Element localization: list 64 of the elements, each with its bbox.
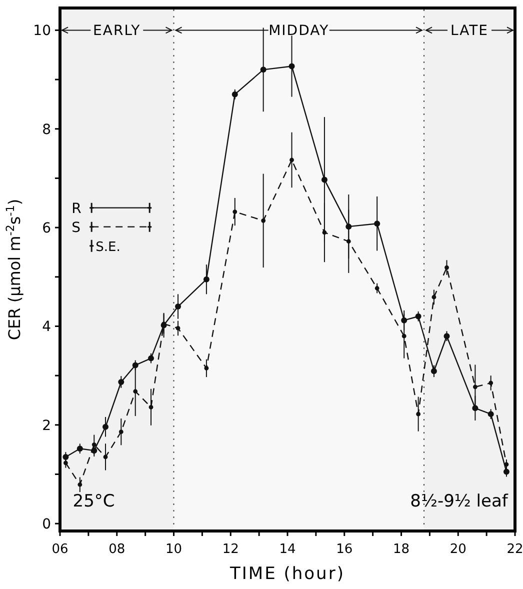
x-tick-label: 08 [108, 542, 126, 557]
point [432, 294, 436, 300]
point [148, 404, 154, 410]
x-axis-title: TIME (hour) [229, 564, 345, 584]
band-label: LATE [450, 23, 489, 40]
y-tick-label: 8 [42, 122, 51, 138]
point [175, 304, 182, 310]
y-tick-label: 2 [42, 418, 51, 434]
point [430, 368, 437, 374]
point [133, 389, 138, 394]
point [288, 63, 295, 70]
x-tick-label: 20 [450, 542, 466, 557]
point [203, 276, 210, 282]
x-tick-label: 06 [52, 542, 68, 557]
point [488, 380, 494, 386]
x-tick-label: 18 [392, 542, 410, 557]
point [346, 239, 351, 244]
point [322, 230, 327, 235]
point [488, 411, 494, 418]
point [374, 286, 380, 290]
point [416, 412, 421, 416]
point [103, 454, 108, 460]
point [176, 326, 180, 330]
annotation: S.E. [96, 240, 120, 255]
point [62, 454, 69, 460]
point [415, 313, 422, 320]
point [76, 446, 83, 452]
point [444, 333, 450, 340]
x-tick-label: 10 [165, 542, 182, 557]
point [102, 424, 108, 430]
annotation: 8½-9½ leaf [410, 491, 509, 512]
point [118, 378, 124, 385]
point [148, 355, 154, 362]
point [78, 482, 82, 487]
point [374, 220, 380, 227]
point [232, 91, 238, 98]
point [444, 265, 449, 270]
point [92, 442, 96, 447]
point [232, 210, 238, 214]
point [321, 176, 328, 183]
point [260, 66, 266, 73]
y-tick-label: 4 [42, 319, 52, 336]
annotation: 25°C [72, 491, 115, 512]
point [504, 462, 509, 467]
point [290, 158, 294, 162]
point [261, 218, 266, 223]
y-tick-label: 10 [33, 23, 51, 40]
point [402, 334, 406, 338]
point [204, 366, 209, 370]
point [503, 468, 510, 475]
y-tick-label: 6 [42, 220, 52, 237]
point [63, 460, 68, 466]
band-label: MIDDAY [268, 23, 330, 40]
y-tick-label: 0 [42, 516, 51, 533]
point [132, 362, 138, 368]
x-tick-label: 16 [336, 542, 353, 557]
point [118, 430, 124, 434]
x-tick-label: 14 [279, 542, 296, 557]
legend-label: S [72, 220, 81, 236]
x-tick-label: 12 [222, 542, 239, 557]
x-tick-label: 22 [506, 542, 523, 557]
point [472, 384, 478, 390]
legend-label: R [72, 200, 82, 217]
band-label: EARLY [93, 23, 141, 40]
